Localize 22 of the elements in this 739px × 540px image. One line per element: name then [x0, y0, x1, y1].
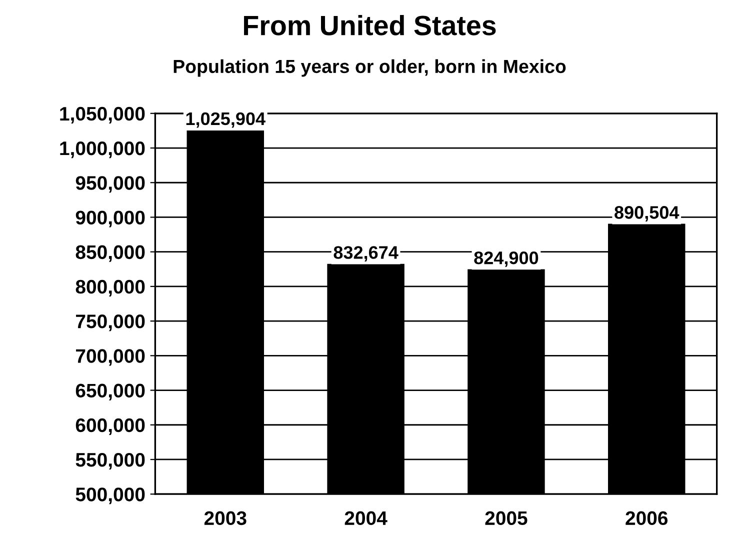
data-label: 824,900	[474, 251, 538, 267]
x-tick-label: 2004	[344, 511, 388, 526]
y-tick-label: 750,000	[76, 314, 145, 332]
y-tick-label: 800,000	[76, 280, 145, 296]
y-tick-label: 650,000	[76, 384, 145, 400]
y-tick-label: 1,000,000	[60, 141, 145, 158]
chart-title: From United States	[244, 14, 496, 36]
y-tick-label: 850,000	[76, 245, 145, 262]
y-tick-label: 700,000	[76, 349, 145, 366]
x-tick-label: 2006	[626, 511, 668, 526]
y-tick-label: 950,000	[76, 176, 145, 193]
data-label: 890,504	[614, 206, 680, 222]
y-tick-label: 900,000	[76, 210, 145, 228]
x-tick-label: 2003	[204, 511, 246, 526]
data-label: 1,025,904	[186, 112, 266, 128]
data-label: 832,674	[334, 246, 398, 262]
y-tick-label: 550,000	[76, 452, 145, 470]
y-tick-label: 600,000	[76, 418, 145, 435]
y-tick-label: 1,050,000	[60, 106, 145, 124]
chart-subtitle: Population 15 years or older, born in Mexico	[174, 59, 566, 77]
y-tick-label: 500,000	[76, 488, 145, 504]
x-tick-label: 2005	[485, 511, 528, 526]
